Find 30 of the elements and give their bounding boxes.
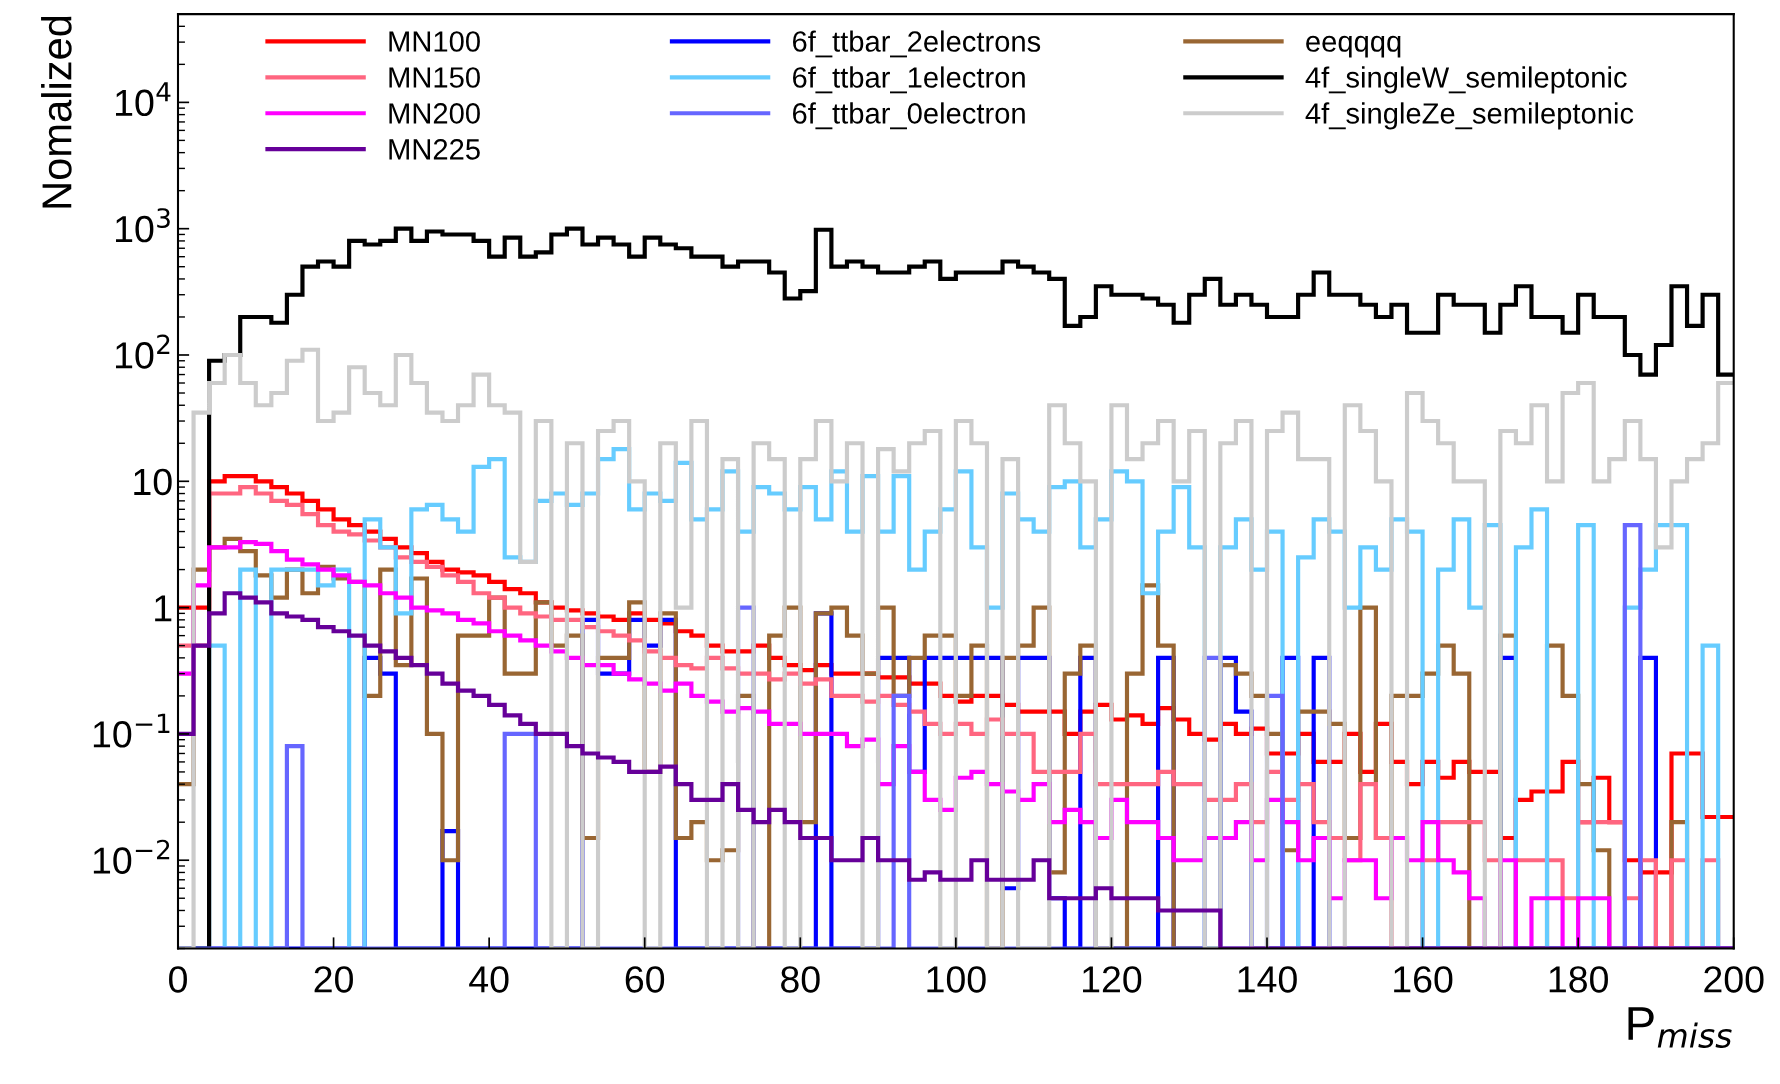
x-tick-label: 120 — [1083, 966, 1142, 993]
x-tick-label: 0 — [169, 966, 187, 993]
y-axis-title: Nomalized — [41, 16, 72, 208]
legend-label: MN150 — [389, 67, 480, 88]
x-tick-label: 160 — [1394, 966, 1453, 993]
y-tick-label: 10$^{−1}$ — [93, 713, 170, 748]
legend-label: 6f_ttbar_2electrons — [793, 30, 1041, 58]
y-tick-label: 10$^{−2}$ — [93, 839, 170, 874]
x-tick-label: 200 — [1704, 966, 1764, 993]
legend-label: eeqqqq — [1306, 35, 1401, 58]
x-tick-label: 20 — [314, 966, 353, 993]
x-axis-title: P$_{miss}$ — [1628, 1007, 1732, 1049]
legend-label: 4f_singleW_semileptonic — [1305, 66, 1627, 94]
x-tick-label: 100 — [927, 966, 986, 993]
x-tick-label: 40 — [469, 966, 509, 993]
x-tick-label: 60 — [625, 966, 665, 993]
x-tick-label: 80 — [781, 966, 820, 993]
legend-label: MN225 — [389, 139, 480, 160]
legend-label: 6f_ttbar_1electron — [793, 66, 1025, 94]
x-tick-label: 180 — [1549, 966, 1608, 993]
y-tick-label: 10$^{2}$ — [116, 334, 170, 369]
y-tick-label: 10$^{4}$ — [116, 82, 171, 117]
legend-label: 4f_singleZe_semileptonic — [1305, 102, 1634, 130]
legend-label: 6f_ttbar_0electron — [793, 102, 1025, 130]
y-tick-label: 10$^{3}$ — [116, 208, 170, 243]
y-tick-label: 10 — [134, 468, 172, 496]
y-tick-label: 1 — [155, 595, 172, 622]
legend-label: MN200 — [389, 103, 480, 124]
legend-label: MN100 — [389, 31, 480, 52]
x-tick-label: 140 — [1238, 966, 1297, 993]
